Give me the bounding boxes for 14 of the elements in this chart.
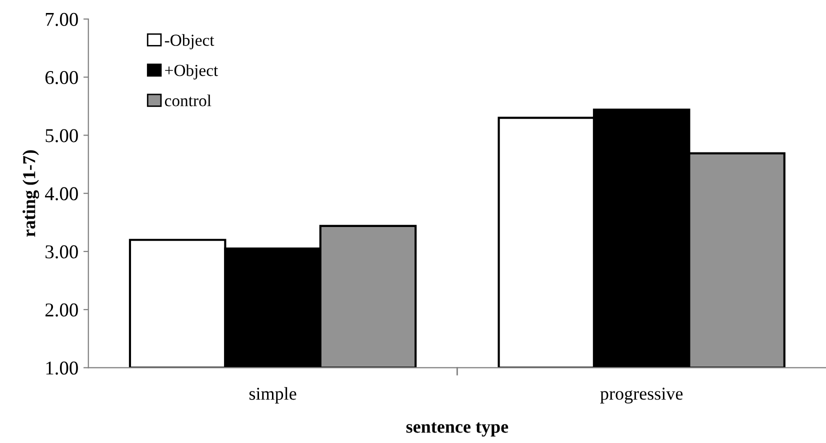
x-axis-title: sentence type: [406, 422, 508, 437]
y-tick-label: 5.00: [46, 129, 78, 142]
y-axis-title: rating (1-7): [22, 150, 40, 237]
y-tick-label: 4.00: [45, 187, 78, 200]
x-tick-label: progressive: [600, 388, 683, 404]
legend-label: -Object: [164, 34, 214, 50]
y-tick-label: 1.00: [46, 362, 78, 375]
y-tick-label: 3.00: [46, 245, 78, 258]
legend-label: +Object: [165, 64, 218, 80]
y-tick-label: 2.00: [45, 303, 78, 317]
y-tick-label: 7.00: [46, 12, 78, 26]
legend-label: control: [164, 94, 212, 106]
x-tick-label: simple: [249, 387, 296, 404]
y-tick-label: 6.00: [45, 70, 78, 84]
